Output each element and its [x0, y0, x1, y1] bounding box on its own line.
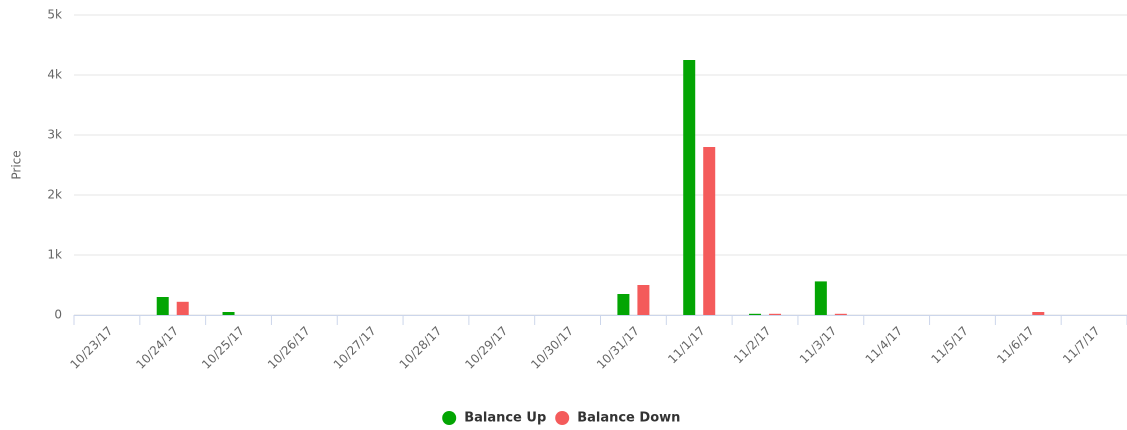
- y-tick-label: 3k: [47, 128, 62, 142]
- bar: [156, 297, 169, 315]
- x-tick-label: 10/24/17: [133, 324, 181, 372]
- bar: [683, 60, 696, 315]
- y-tick-label: 2k: [47, 188, 62, 202]
- x-tick-label: 11/5/17: [928, 324, 971, 367]
- x-tick-label: 11/2/17: [731, 324, 774, 367]
- legend-marker[interactable]: [442, 411, 457, 425]
- y-tick-label: 5k: [47, 8, 62, 22]
- bar: [176, 301, 189, 315]
- legend-marker[interactable]: [555, 411, 570, 425]
- x-tick-label: 10/30/17: [528, 324, 576, 372]
- bar: [769, 313, 782, 315]
- y-tick-label: 1k: [47, 248, 62, 262]
- bar: [637, 285, 650, 315]
- x-tick-label: 11/3/17: [797, 324, 840, 367]
- bar: [749, 313, 762, 315]
- x-tick-label: 10/28/17: [397, 324, 445, 372]
- legend-label[interactable]: Balance Up: [464, 411, 546, 426]
- x-tick-label: 11/1/17: [665, 324, 708, 367]
- y-tick-label: 4k: [47, 68, 62, 82]
- x-tick-label: 10/26/17: [265, 324, 313, 372]
- bar: [222, 312, 235, 315]
- y-tick-label: 0: [54, 308, 62, 322]
- x-tick-label: 10/31/17: [594, 324, 642, 372]
- x-tick-label: 10/23/17: [67, 324, 115, 372]
- bar: [834, 313, 847, 315]
- x-tick-label: 11/6/17: [994, 324, 1037, 367]
- bar: [617, 294, 630, 315]
- x-tick-label: 10/25/17: [199, 324, 247, 372]
- x-tick-label: 11/4/17: [863, 324, 906, 367]
- bar: [1032, 312, 1045, 315]
- legend-label[interactable]: Balance Down: [577, 411, 680, 426]
- bar: [814, 281, 827, 315]
- x-tick-label: 10/27/17: [331, 324, 379, 372]
- bar: [703, 147, 716, 315]
- x-tick-label: 10/29/17: [462, 324, 510, 372]
- y-axis-title: Price: [10, 150, 24, 179]
- x-tick-label: 11/7/17: [1060, 324, 1103, 367]
